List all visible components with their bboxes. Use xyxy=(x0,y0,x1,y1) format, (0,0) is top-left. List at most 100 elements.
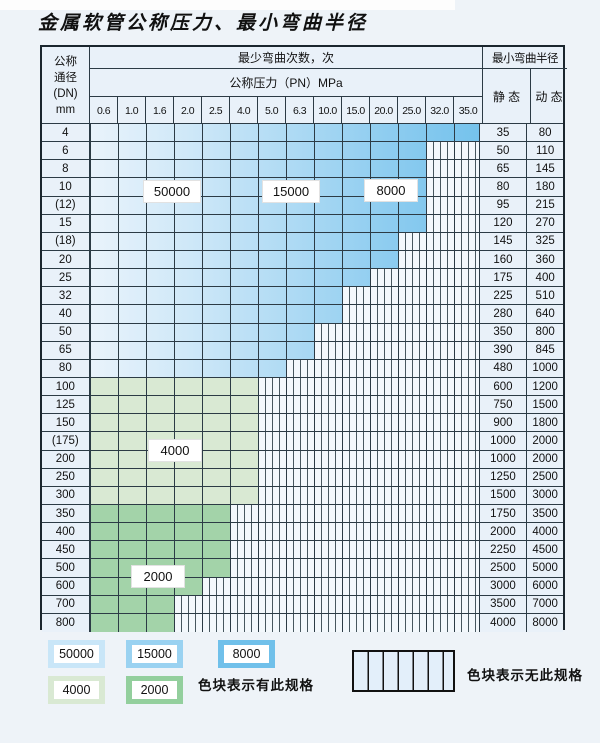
pressure-cells xyxy=(89,250,479,269)
dn-cell: 32 xyxy=(42,287,90,305)
pressure-cells xyxy=(89,341,479,359)
legend-swatch: 2000 xyxy=(126,676,183,704)
pressure-cells xyxy=(89,468,479,486)
table-row: 250 1250 2500 xyxy=(42,468,563,487)
pressure-value-cell: 1.6 xyxy=(146,97,174,124)
table-row: 700 3500 7000 xyxy=(42,595,563,614)
pressure-value-row: 0.6 1.0 1.6 2.0 2.5 4.0 5.0 6.3 10.0 15.0 20.0 25.0… xyxy=(90,97,482,124)
static-radius-cell: 65 xyxy=(478,160,527,178)
dynamic-radius-cell: 845 xyxy=(526,341,563,359)
legend-swatch-label: 8000 xyxy=(224,645,269,663)
static-radius-cell: 1000 xyxy=(478,450,527,468)
page-title: 金属软管公称压力、最小弯曲半径 xyxy=(38,13,369,34)
column-grid-lines xyxy=(89,414,479,432)
dn-cell: 600 xyxy=(42,577,90,595)
dn-cell: 40 xyxy=(42,305,90,323)
static-radius-cell: 145 xyxy=(478,232,527,250)
dn-cell: 6 xyxy=(42,142,90,160)
pressure-cells xyxy=(89,595,479,613)
legend-has-spec-text: 色块表示有此规格 xyxy=(198,678,314,693)
pressure-value-cell: 6.3 xyxy=(286,97,314,124)
dn-cell: 25 xyxy=(42,269,90,287)
column-grid-lines xyxy=(89,323,479,341)
dynamic-radius-cell: 180 xyxy=(526,178,563,196)
dynamic-radius-cell: 2000 xyxy=(526,450,563,468)
legend-swatch-label: 50000 xyxy=(54,645,99,663)
column-grid-lines xyxy=(89,486,479,504)
static-radius-cell: 3500 xyxy=(478,595,527,613)
dn-cell: 4 xyxy=(42,124,90,142)
dn-cell: 80 xyxy=(42,359,90,377)
pressure-value-cell: 5.0 xyxy=(258,97,286,124)
bend-cycles-header: 最少弯曲次数，次 xyxy=(90,47,482,69)
table-row: 40 280 640 xyxy=(42,305,563,324)
legend-no-spec-text: 色块表示无此规格 xyxy=(467,668,583,683)
pressure-value-cell: 1.0 xyxy=(118,97,146,124)
static-radius-cell: 750 xyxy=(478,396,527,414)
pressure-cells xyxy=(89,142,479,160)
dn-column-header: 公称 通径 (DN) mm xyxy=(42,47,90,124)
legend-swatch-label: 15000 xyxy=(132,645,177,663)
legend-swatch-label: 4000 xyxy=(54,681,99,699)
dn-cell: 250 xyxy=(42,468,90,486)
dn-cell: 8 xyxy=(42,160,90,178)
legend-swatch: 15000 xyxy=(126,640,183,668)
cycle-count-label: 4000 xyxy=(148,439,202,462)
table-row: 25 175 400 xyxy=(42,269,563,288)
static-radius-cell: 2500 xyxy=(478,559,527,577)
table-row: 450 2250 4500 xyxy=(42,541,563,560)
column-grid-lines xyxy=(89,359,479,377)
dynamic-radius-cell: 800 xyxy=(526,323,563,341)
dn-cell: 700 xyxy=(42,595,90,613)
legend-swatch-label: 2000 xyxy=(132,681,177,699)
dn-cell: (12) xyxy=(42,196,90,214)
dynamic-radius-cell: 3500 xyxy=(526,504,563,523)
static-radius-cell: 160 xyxy=(478,250,527,269)
static-radius-cell: 480 xyxy=(478,359,527,377)
dn-cell: (18) xyxy=(42,232,90,250)
cycle-count-label: 15000 xyxy=(262,180,320,203)
pressure-cells xyxy=(89,414,479,432)
dn-cell: 400 xyxy=(42,523,90,541)
dynamic-radius-cell: 640 xyxy=(526,305,563,323)
column-grid-lines xyxy=(89,396,479,414)
cycle-count-label: 50000 xyxy=(143,180,201,203)
cycle-count-label: 2000 xyxy=(131,565,185,588)
dynamic-radius-cell: 1500 xyxy=(526,396,563,414)
pressure-cells xyxy=(89,232,479,250)
dynamic-radius-cell: 400 xyxy=(526,269,563,287)
static-radius-cell: 50 xyxy=(478,142,527,160)
static-radius-cell: 4000 xyxy=(478,613,527,632)
pressure-cells xyxy=(89,577,479,595)
static-radius-cell: 175 xyxy=(478,269,527,287)
table-header: 公称 通径 (DN) mm 最少弯曲次数，次 公称压力（PN）MPa 0.6 1.0 1.… xyxy=(42,47,567,124)
static-radius-cell: 95 xyxy=(478,196,527,214)
static-radius-cell: 600 xyxy=(478,377,527,396)
pressure-value-cell: 20.0 xyxy=(370,97,398,124)
column-grid-lines xyxy=(89,577,479,595)
pressure-value-cell: 0.6 xyxy=(90,97,118,124)
static-radius-cell: 390 xyxy=(478,341,527,359)
table-row: 600 3000 6000 xyxy=(42,577,563,596)
pressure-cells xyxy=(89,377,479,396)
dn-cell: 800 xyxy=(42,613,90,632)
table-row: 400 2000 4000 xyxy=(42,523,563,542)
static-radius-cell: 1000 xyxy=(478,432,527,450)
column-grid-lines xyxy=(89,377,479,396)
dn-cell: 150 xyxy=(42,414,90,432)
static-radius-cell: 1250 xyxy=(478,468,527,486)
pressure-cells xyxy=(89,160,479,178)
dn-cell: 10 xyxy=(42,178,90,196)
dn-header-line: mm xyxy=(55,103,76,116)
pressure-cells xyxy=(89,359,479,377)
pressure-cells xyxy=(89,305,479,323)
dn-header-line: 通径 xyxy=(54,71,77,84)
dynamic-radius-cell: 80 xyxy=(526,124,563,142)
table-row: 200 1000 2000 xyxy=(42,450,563,469)
dn-cell: 50 xyxy=(42,323,90,341)
dynamic-radius-cell: 325 xyxy=(526,232,563,250)
static-radius-cell: 1750 xyxy=(478,504,527,523)
static-radius-cell: 1500 xyxy=(478,486,527,504)
table-row: 150 900 1800 xyxy=(42,414,563,433)
static-radius-cell: 900 xyxy=(478,414,527,432)
